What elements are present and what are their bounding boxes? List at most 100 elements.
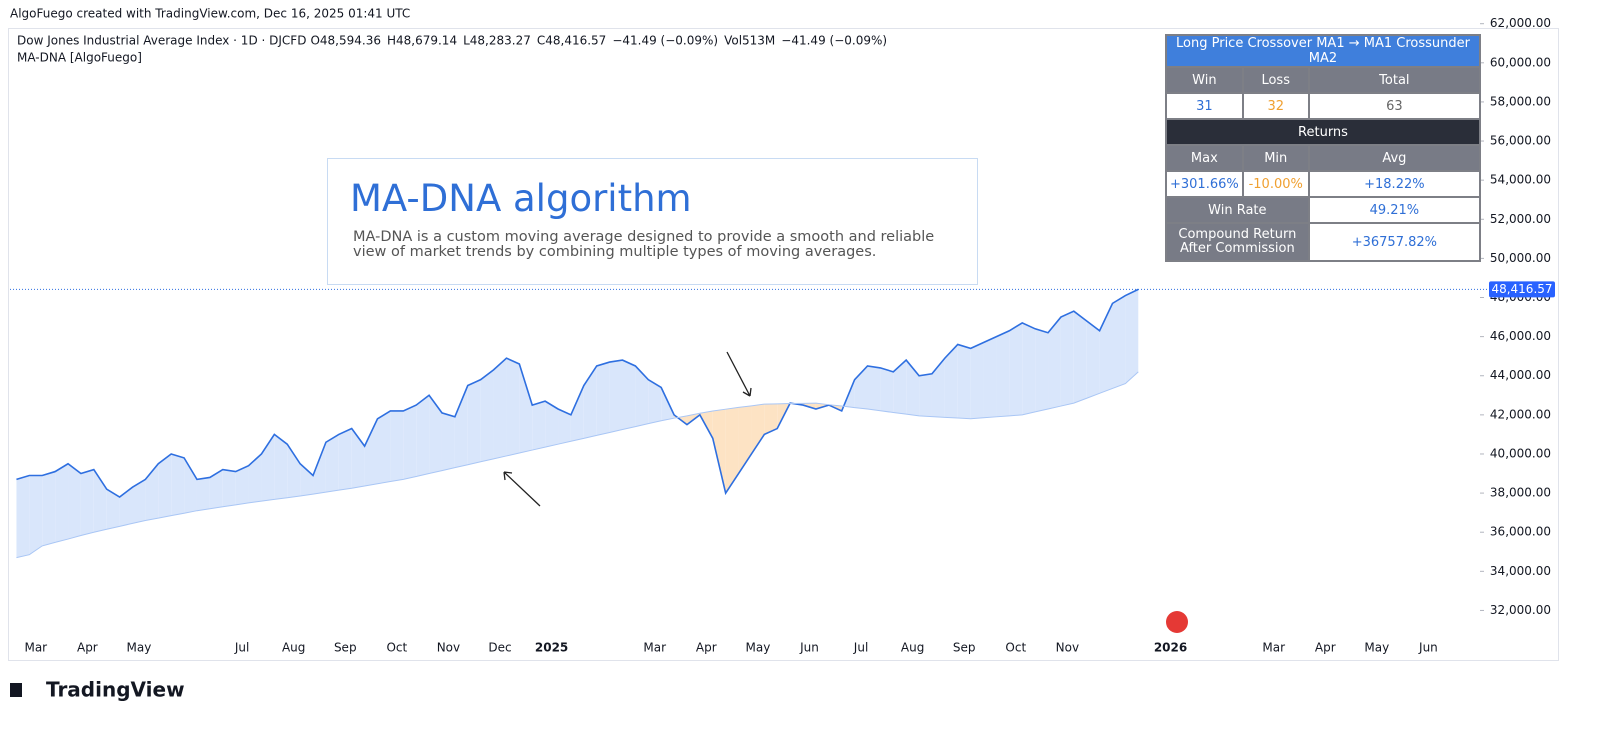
x-tick-label: Aug xyxy=(282,641,305,655)
last-price-label: 48,416.57 xyxy=(1491,282,1552,296)
frame xyxy=(8,28,1559,661)
cell: Win xyxy=(1165,66,1244,94)
ma-area xyxy=(635,365,649,427)
x-tick-label: Apr xyxy=(1315,641,1336,655)
x-tick-label: Mar xyxy=(643,641,666,655)
y-tick-label: 50,000.00 xyxy=(1490,251,1551,265)
ma-area xyxy=(712,409,726,494)
x-tick-label: Mar xyxy=(1262,641,1285,655)
cell: -10.00% xyxy=(1241,170,1310,198)
ma-area xyxy=(132,479,146,524)
ma-area xyxy=(351,428,365,489)
ma-area xyxy=(1060,311,1074,407)
cell: Returns xyxy=(1165,118,1481,146)
ma-area xyxy=(338,428,352,491)
ma-area xyxy=(493,358,507,459)
cell: +36757.82% xyxy=(1307,222,1482,262)
ma-area xyxy=(944,344,958,418)
ma-area xyxy=(725,407,739,494)
ma-area xyxy=(480,369,494,462)
cell: Win Rate xyxy=(1165,196,1310,224)
ma-area xyxy=(1073,311,1087,404)
y-tick-label: 58,000.00 xyxy=(1490,94,1551,108)
y-tick-label: 56,000.00 xyxy=(1490,134,1551,148)
flag-icon xyxy=(1166,611,1188,633)
x-tick-label: May xyxy=(1364,641,1389,655)
y-tick-label: 54,000.00 xyxy=(1490,173,1551,187)
ma-area xyxy=(906,360,920,416)
x-tick-label: Oct xyxy=(386,641,407,655)
ma-area xyxy=(119,487,133,527)
ma-line xyxy=(16,371,1139,559)
arrow xyxy=(726,351,752,397)
x-tick-label: Jun xyxy=(799,641,819,655)
symbol: Dow Jones Industrial Average Index · 1D … xyxy=(17,34,306,48)
cell: Loss xyxy=(1241,66,1310,94)
legend-item: 513M xyxy=(742,34,775,48)
legend-item: Vol xyxy=(724,34,742,48)
cell: 49.21% xyxy=(1307,196,1482,224)
x-tick-label: Jul xyxy=(853,641,868,655)
cell: Avg xyxy=(1307,144,1482,172)
y-tick-label: 34,000.00 xyxy=(1490,564,1551,578)
x-tick-label: May xyxy=(127,641,152,655)
ma-area xyxy=(570,385,584,442)
ma-area xyxy=(325,434,339,493)
y-tick-label: 60,000.00 xyxy=(1490,55,1551,69)
x-tick-label: 2026 xyxy=(1154,641,1187,655)
legend-item: −41.49 (−0.09%) xyxy=(781,34,887,48)
y-tick-label: 52,000.00 xyxy=(1490,212,1551,226)
y-tick-label: 38,000.00 xyxy=(1490,486,1551,500)
x-tick-label: Jun xyxy=(1418,641,1438,655)
ma-area xyxy=(429,395,442,474)
x-tick-label: Jul xyxy=(234,641,249,655)
ma-area xyxy=(1048,317,1061,409)
last-price-box xyxy=(1489,281,1555,298)
x-tick-label: 2025 xyxy=(535,641,568,655)
indicator-name: MA-DNA [AlgoFuego] xyxy=(17,51,142,65)
x-tick-label: Nov xyxy=(1056,641,1079,655)
ma-area xyxy=(751,404,765,454)
ma-area xyxy=(80,469,94,536)
legend-item: 48,283.27 xyxy=(470,34,531,48)
ma-area xyxy=(609,360,623,433)
ma-area xyxy=(880,367,894,413)
ma-area xyxy=(209,469,223,509)
ma-area xyxy=(1035,328,1049,412)
legend-item: H xyxy=(387,34,396,48)
y-tick-label: 40,000.00 xyxy=(1490,446,1551,460)
ma-area xyxy=(454,385,468,468)
cell: Compound Return After Commission xyxy=(1165,222,1310,262)
ma-area xyxy=(441,412,455,471)
ma-area xyxy=(545,401,559,448)
arrows xyxy=(503,351,752,507)
ma-area xyxy=(416,395,430,477)
logo xyxy=(10,683,22,697)
ma-area xyxy=(55,463,69,543)
ma-area xyxy=(1009,322,1023,416)
x-tick-label: Nov xyxy=(437,641,460,655)
ma-area xyxy=(519,364,533,453)
stats-table: Long Price Crossover MA1 → MA1 Crossunde… xyxy=(1165,34,1482,262)
ma-area xyxy=(235,465,249,505)
legend-item: 48,679.14 xyxy=(396,34,457,48)
ma-area xyxy=(532,401,546,451)
ma-area xyxy=(106,489,120,530)
ma-area xyxy=(1112,295,1126,389)
x-tick-label: Mar xyxy=(24,641,47,655)
ma-area xyxy=(248,453,262,503)
x-tick-label: Aug xyxy=(901,641,924,655)
cell: Total xyxy=(1307,66,1482,94)
ma-area xyxy=(29,475,43,555)
info-title: MA-DNA algorithm xyxy=(350,177,692,220)
cell: 63 xyxy=(1307,92,1482,120)
ma-area xyxy=(16,475,30,558)
y-tick-label: 42,000.00 xyxy=(1490,407,1551,421)
cell: +301.66% xyxy=(1165,170,1244,198)
ma-area xyxy=(648,379,662,424)
x-tick-label: Oct xyxy=(1005,641,1026,655)
ma-area xyxy=(1125,289,1139,384)
ma-area xyxy=(261,434,275,502)
ma-area xyxy=(196,477,210,511)
